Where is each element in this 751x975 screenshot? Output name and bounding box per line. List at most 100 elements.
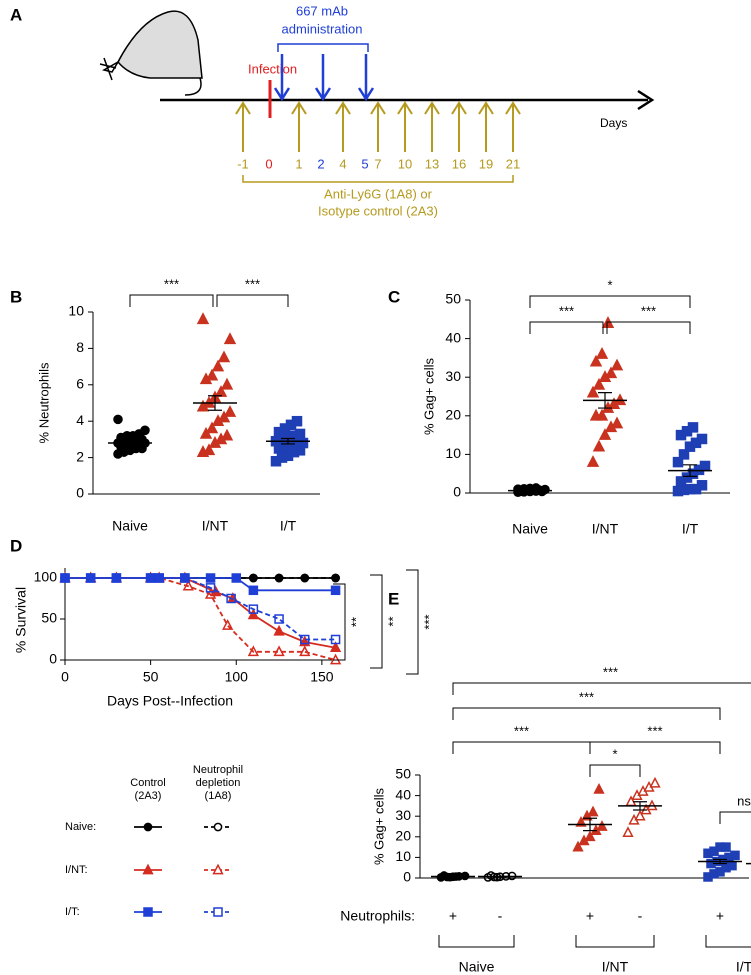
timeline-arrowhead [637,89,655,111]
marker [60,573,70,583]
y-tick-label: 40 [395,786,411,802]
marker [610,358,624,371]
day-label: 5 [361,156,368,171]
marker [592,439,606,452]
y-tick-label: 100 [34,569,58,585]
marker [273,624,285,636]
significance-bracket [529,321,604,334]
marker [205,583,216,593]
significance-label: *** [559,303,574,318]
marker [196,312,210,325]
legend-column-header: Control [130,777,165,789]
legend-column-header: Neutrophil [193,764,243,776]
treatment-label: Anti-Ly6G (1A8) or [324,186,433,201]
y-tick-label: 0 [403,869,411,885]
marker [154,573,164,583]
significance-bracket [129,294,214,307]
treatment-arrow [370,101,386,152]
marker [204,587,217,599]
marker [572,840,584,852]
y-tick-label: 0 [453,484,461,500]
marker [730,850,740,861]
marker [595,347,609,359]
significance-label: ** [348,617,363,627]
marker [249,573,258,583]
marker [299,645,311,657]
error-bar [208,395,222,411]
significance-label: *** [164,276,179,291]
legend-row-label: I/T: [65,906,80,918]
marker [202,443,216,456]
x-tick-label: 100 [225,669,249,685]
y-tick-label: 2 [76,448,84,464]
x-tick-label: - [498,908,503,924]
marker [248,585,259,596]
marker [587,805,599,817]
error-bar [583,817,597,832]
marker [274,614,284,624]
legend-column-header: depletion [196,777,241,789]
marker [142,863,154,875]
significance-bracket [719,811,751,824]
treatment-arrow [291,101,307,152]
marker [329,641,342,653]
y-tick-label: 10 [445,445,461,461]
marker [294,428,306,440]
marker [300,573,310,583]
y-tick-label: 0 [49,651,57,667]
mab-arrows [273,54,375,102]
error-bar [633,801,647,811]
marker [598,428,612,440]
x-tick-label: I/NT [202,518,229,534]
mouse-whiskers [99,57,117,81]
mouse-tail [184,77,202,96]
marker [622,826,634,838]
marker [331,573,340,583]
marker [592,377,606,390]
x-tick-label: Naive [112,518,148,534]
marker [291,415,303,427]
y-tick-label: 50 [41,610,57,626]
marker [220,428,234,441]
marker [610,416,624,429]
group-bracket [705,935,751,948]
marker [589,354,603,367]
marker [143,907,153,917]
treatment-arrow [335,101,351,152]
significance-bracket [333,583,346,661]
marker [593,783,605,794]
x-tick-label: + [586,908,594,924]
significance-bracket [589,764,641,777]
significance-bracket [452,741,591,754]
marker [584,830,596,842]
y-tick-label: 50 [445,291,461,307]
error-bar [123,440,137,446]
significance-label: ** [385,616,400,626]
x-tick-label: 0 [61,669,69,685]
significance-label: *** [647,723,662,738]
group-bracket [438,935,515,948]
day-label: -1 [237,156,249,171]
day-label: 19 [479,156,493,171]
marker [595,408,609,421]
mouse-icon [99,10,203,96]
x-tick-label: I/T [280,518,297,534]
marker [223,405,237,417]
x-axis-title: Neutrophils: [340,908,415,924]
day-label: 16 [452,156,466,171]
marker [226,593,236,604]
error-bar [523,489,537,492]
marker [678,449,690,460]
marker [596,820,608,831]
y-tick-label: 0 [76,485,84,501]
marker [586,455,600,467]
y-tick-label: 20 [395,828,411,844]
marker [687,422,699,433]
timeline-axis-label: Days [600,116,627,130]
y-tick-label: 10 [68,303,84,319]
marker [223,332,237,345]
significance-bracket [406,569,419,675]
treatment-arrow [397,101,413,152]
panel-label: B [10,287,22,306]
